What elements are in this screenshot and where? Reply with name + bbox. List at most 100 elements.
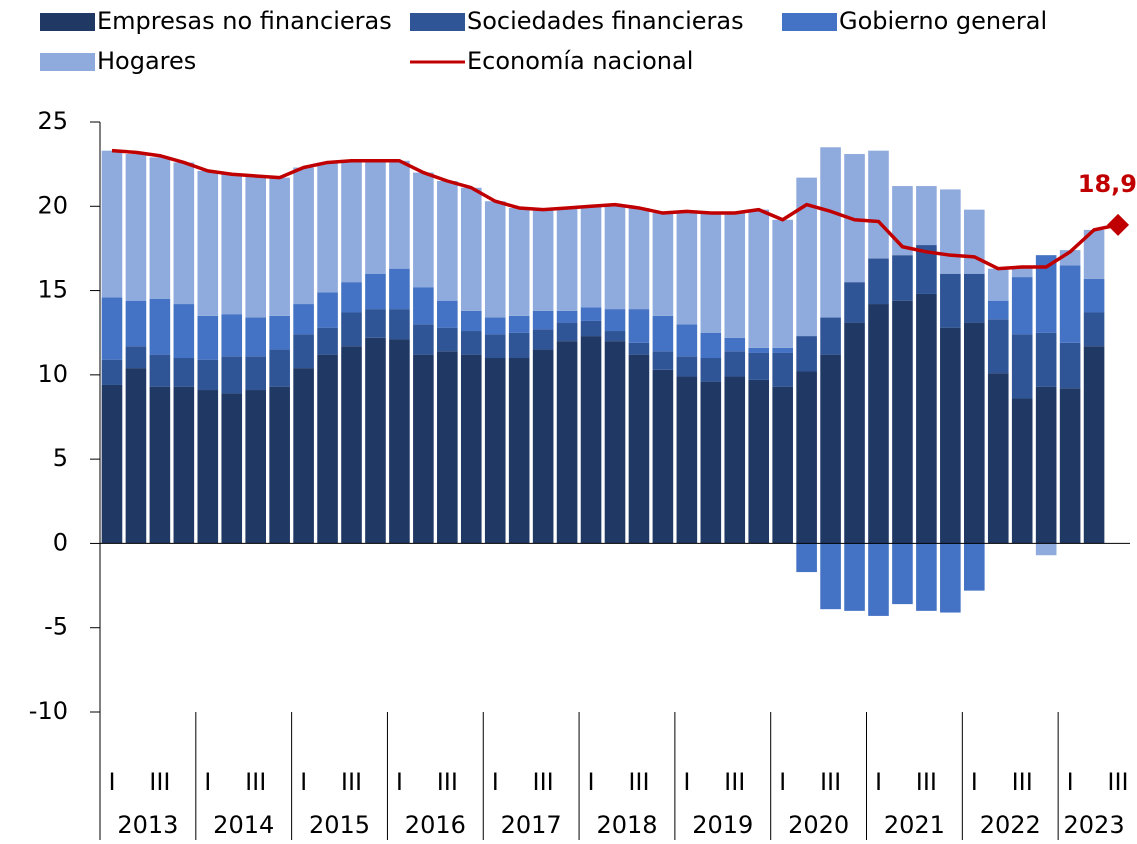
bar: [724, 351, 746, 377]
bar: [916, 245, 937, 294]
bar: [125, 368, 147, 544]
year-label: 2019: [692, 811, 753, 839]
bar: [173, 358, 195, 387]
bar: [820, 147, 841, 318]
bar: [868, 543, 889, 616]
bar: [221, 174, 243, 315]
x-tick-label: III: [1012, 768, 1033, 796]
bar: [796, 543, 817, 573]
bar: [940, 327, 961, 544]
bar: [1083, 312, 1105, 347]
legend-swatch: [40, 13, 95, 31]
bar: [628, 354, 650, 544]
bar: [341, 282, 362, 313]
bar: [892, 255, 913, 301]
year-label: 2013: [117, 811, 178, 839]
bar: [652, 213, 674, 316]
bar: [724, 376, 746, 544]
year-label: 2020: [788, 811, 849, 839]
bar: [676, 356, 698, 377]
bar: [964, 543, 985, 591]
bar: [580, 320, 602, 337]
bar: [197, 170, 219, 316]
bar: [413, 287, 434, 325]
bar: [964, 209, 985, 274]
bar: [700, 213, 722, 333]
bar: [125, 154, 147, 301]
bar: [700, 332, 722, 358]
bar: [796, 371, 817, 544]
bar: [1035, 543, 1057, 556]
bar: [389, 309, 410, 340]
legend-label: Sociedades financieras: [467, 7, 744, 35]
x-tick-label: I: [108, 768, 115, 796]
bar: [101, 384, 123, 544]
bar: [460, 310, 482, 332]
bar: [173, 386, 195, 544]
line: [111, 148, 1119, 271]
x-tick-label: I: [300, 768, 307, 796]
bar: [149, 386, 171, 544]
year-label: 2018: [596, 811, 657, 839]
bar: [652, 315, 674, 352]
bar: [269, 315, 290, 350]
bar: [844, 322, 865, 544]
bar: [197, 315, 219, 360]
bar: [317, 162, 338, 293]
bar: [317, 327, 338, 355]
bar: [748, 379, 770, 544]
bar: [892, 543, 913, 605]
bar: [484, 334, 506, 358]
bar: [365, 337, 386, 544]
bar: [556, 310, 578, 323]
bar: [101, 297, 123, 360]
bar: [269, 349, 290, 387]
x-tick-label: III: [628, 768, 649, 796]
legend-label: Gobierno general: [839, 7, 1047, 35]
bar: [1035, 332, 1057, 387]
bar: [317, 354, 338, 544]
x-tick-label: III: [916, 768, 937, 796]
bar: [413, 354, 434, 544]
bar: [772, 347, 793, 353]
bar: [293, 167, 314, 305]
bar: [149, 299, 171, 355]
bar: [628, 342, 650, 355]
year-label: 2022: [980, 811, 1041, 839]
bar: [604, 309, 626, 332]
bar: [293, 304, 314, 335]
bar: [437, 300, 458, 328]
bar: [437, 327, 458, 352]
bar: [868, 258, 889, 305]
x-tick-label: III: [437, 768, 458, 796]
bar: [628, 309, 650, 343]
bar: [269, 386, 290, 544]
legend-swatch: [782, 13, 837, 31]
bar: [916, 293, 937, 544]
bar: [173, 304, 195, 358]
x-tick-label: III: [533, 768, 554, 796]
bar: [389, 339, 410, 544]
bar: [1011, 277, 1033, 335]
bar: [508, 332, 530, 358]
bar: [197, 359, 219, 391]
year-label: 2017: [501, 811, 562, 839]
bar: [101, 150, 123, 298]
bar: [1083, 278, 1105, 313]
bar: [101, 359, 123, 385]
bar: [221, 356, 243, 394]
bar: [628, 207, 650, 310]
bar: [580, 206, 602, 308]
bar: [484, 317, 506, 335]
y-tick-label: -5: [44, 613, 68, 641]
bar: [508, 358, 530, 544]
bar: [245, 317, 266, 357]
bar: [820, 354, 841, 544]
bar: [484, 201, 506, 318]
bar: [580, 307, 602, 321]
bar: [437, 181, 458, 301]
bar: [724, 337, 746, 352]
year-label: 2023: [1064, 811, 1125, 839]
x-tick-label: III: [820, 768, 841, 796]
